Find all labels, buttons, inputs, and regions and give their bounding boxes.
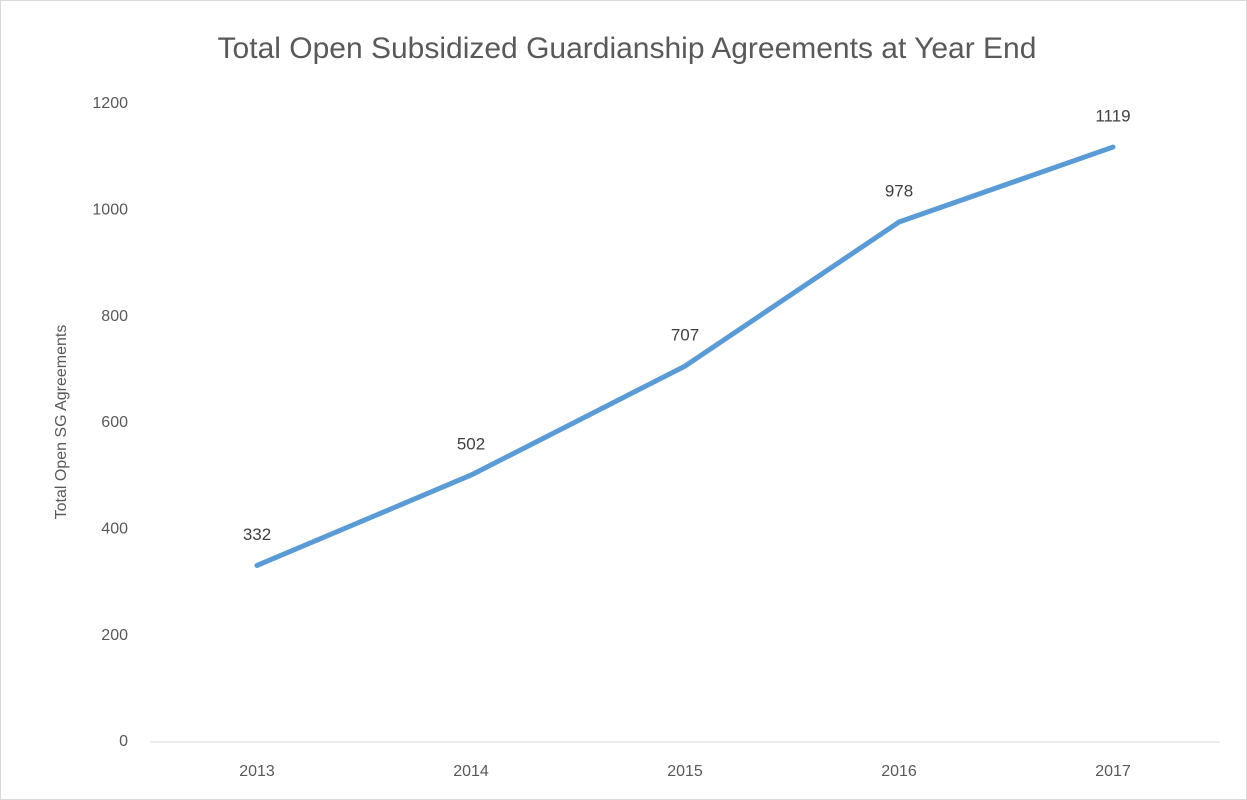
data-line — [254, 144, 1116, 568]
data-label: 978 — [885, 182, 913, 201]
y-tick-label: 600 — [101, 414, 128, 431]
data-label: 1119 — [1095, 107, 1130, 126]
data-label: 332 — [243, 525, 271, 544]
y-tick-label: 1200 — [92, 95, 128, 112]
chart-title: Total Open Subsidized Guardianship Agree… — [218, 32, 1037, 65]
x-tick-label: 2013 — [239, 763, 275, 780]
y-tick-label: 0 — [119, 733, 128, 750]
x-tick-label: 2015 — [667, 763, 703, 780]
x-tick-label: 2017 — [1095, 763, 1131, 780]
x-tick-label: 2016 — [881, 763, 917, 780]
data-label: 502 — [457, 435, 485, 454]
y-tick-label: 1000 — [92, 202, 128, 219]
data-label: 707 — [671, 326, 699, 345]
y-tick-label: 800 — [101, 308, 128, 325]
y-tick-label: 200 — [101, 627, 128, 644]
y-tick-label: 400 — [101, 521, 128, 538]
x-tick-label: 2014 — [453, 763, 489, 780]
y-axis-label: Total Open SG Agreements — [53, 325, 70, 520]
